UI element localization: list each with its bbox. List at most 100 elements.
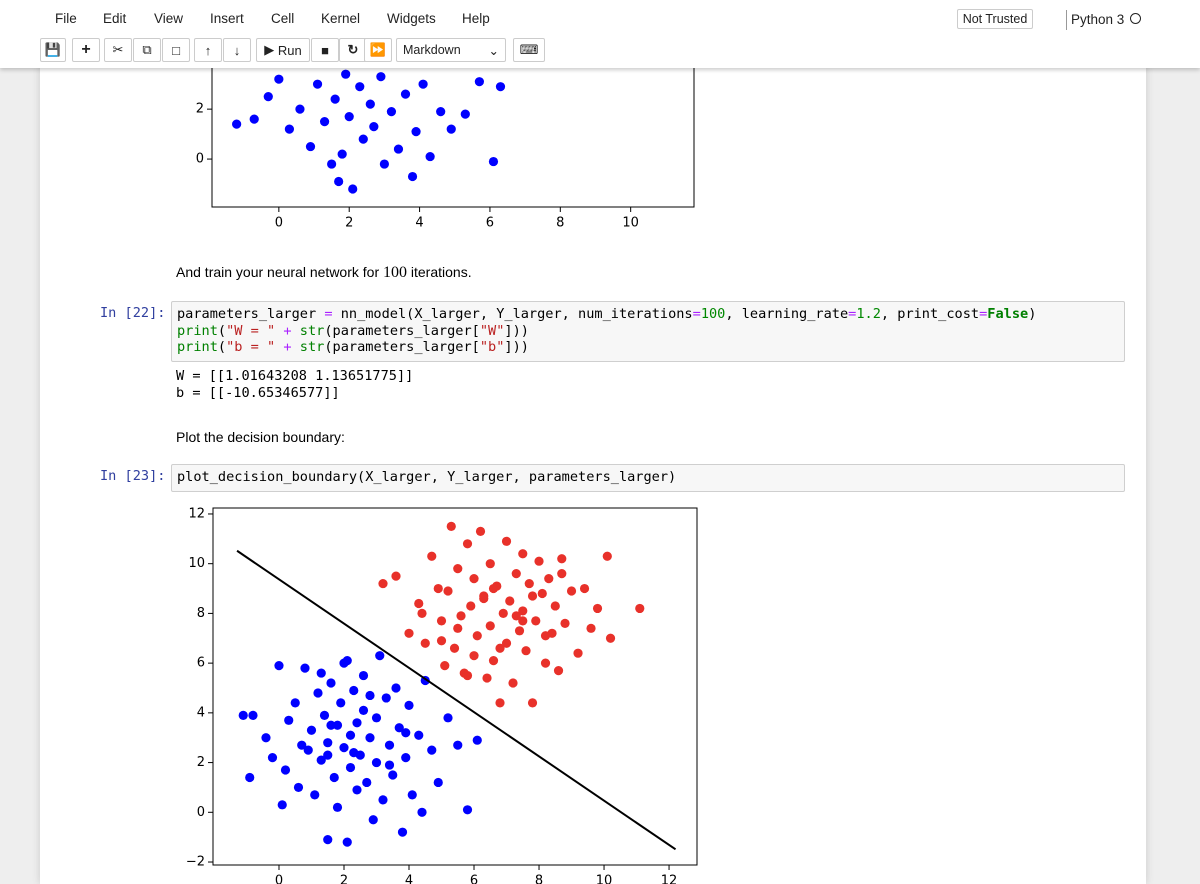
point <box>462 805 473 815</box>
menu-item[interactable]: File <box>55 11 77 26</box>
menu-item[interactable]: View <box>154 11 184 26</box>
point <box>248 710 258 720</box>
point <box>245 772 255 783</box>
x-tick-label: 6 <box>470 874 478 884</box>
menu-item[interactable]: Edit <box>103 11 127 26</box>
menu-item[interactable]: Insert <box>210 11 244 26</box>
point <box>337 149 347 159</box>
code-token: + <box>283 339 292 355</box>
prompt: In [23]: <box>100 468 166 484</box>
point <box>417 608 427 619</box>
save-button[interactable]: 💾 <box>40 38 66 62</box>
code-token: str <box>299 339 325 355</box>
point <box>401 728 411 738</box>
paste-button[interactable]: □ <box>162 38 190 62</box>
point <box>433 583 443 594</box>
point <box>332 802 343 812</box>
point <box>501 638 512 648</box>
code-token: (parameters_larger[ <box>324 322 480 339</box>
point <box>329 772 339 783</box>
menu-item[interactable]: Widgets <box>387 11 436 26</box>
keyboard-button[interactable]: ⌨ <box>513 38 545 62</box>
y-tick-label: 0 <box>197 805 205 820</box>
point <box>330 94 340 104</box>
point <box>358 134 368 144</box>
markdown-cell: And train your neural network for 100 it… <box>176 264 472 282</box>
point <box>274 74 284 84</box>
point <box>388 770 398 780</box>
code-token: 100 <box>700 306 726 322</box>
point <box>404 700 414 710</box>
point <box>453 564 463 574</box>
point <box>371 713 382 723</box>
point <box>391 571 401 581</box>
point <box>326 678 336 688</box>
point <box>378 795 388 805</box>
point <box>518 549 528 559</box>
code-token: = <box>324 306 333 322</box>
code-line: print("b = " + str(parameters_larger["b"… <box>177 339 529 355</box>
code-line: print("W = " + str(parameters_larger["W"… <box>177 323 529 339</box>
restart-button[interactable]: ↻ <box>339 38 367 62</box>
x-tick-label: 0 <box>275 216 283 231</box>
y-tick-label: 2 <box>197 755 205 770</box>
code-cell[interactable]: parameters_larger = nn_model(X_larger, Y… <box>171 301 1125 362</box>
code-token <box>292 323 300 339</box>
point <box>514 626 525 636</box>
point <box>319 117 330 127</box>
point <box>293 782 304 793</box>
point <box>277 800 287 810</box>
point <box>531 616 541 626</box>
point <box>443 586 453 596</box>
y-tick-label: 10 <box>188 556 205 571</box>
point <box>384 740 395 750</box>
point <box>348 184 358 194</box>
menu-item[interactable]: Help <box>462 11 490 26</box>
point <box>446 521 456 531</box>
point <box>336 698 346 708</box>
point <box>425 151 435 162</box>
point <box>495 643 505 653</box>
run-button[interactable]: ▶ Run <box>256 38 310 62</box>
y-tick-label: 8 <box>197 606 205 621</box>
point <box>349 748 359 758</box>
code-token: ) <box>1028 306 1037 322</box>
point <box>453 623 463 633</box>
code-token: = <box>692 306 701 322</box>
code-cell[interactable]: plot_decision_boundary(X_larger, Y_large… <box>171 464 1125 492</box>
code-token: 1.2 <box>856 306 881 322</box>
point <box>375 651 385 661</box>
point <box>495 82 506 92</box>
point <box>427 551 437 561</box>
point <box>303 745 313 755</box>
output-line: W = [[1.01643208 1.13651775]] <box>176 368 414 384</box>
point <box>368 815 378 825</box>
add-button[interactable]: + <box>72 38 100 62</box>
menu-item[interactable]: Cell <box>271 11 295 26</box>
move-down-button[interactable]: ↓ <box>223 38 251 62</box>
code-token: = <box>848 306 857 322</box>
point <box>411 127 421 137</box>
point <box>518 606 528 616</box>
stop-button[interactable]: ■ <box>311 38 339 62</box>
point <box>586 623 596 633</box>
point <box>475 526 486 536</box>
trust-indicator[interactable]: Not Trusted <box>957 9 1033 29</box>
copy-button[interactable]: ⧉ <box>133 38 161 62</box>
cut-button[interactable]: ✂ <box>104 38 132 62</box>
x-tick-label: 10 <box>622 216 639 231</box>
header: File Edit View Insert Cell Kernel Widgets Help … <box>0 0 1200 68</box>
code-token: ])) <box>504 322 529 339</box>
cell-type-select[interactable]: Markdown ⌄ <box>396 38 506 62</box>
point <box>485 559 495 569</box>
menu-item[interactable]: Kernel <box>321 11 361 26</box>
point <box>550 601 560 611</box>
point <box>345 730 356 740</box>
run-all-button[interactable]: ⏩ <box>364 38 392 62</box>
run-icon: ▶ <box>264 42 278 57</box>
point <box>453 740 463 750</box>
move-up-button[interactable]: ↑ <box>194 38 222 62</box>
code-token: ( <box>217 322 227 339</box>
point <box>379 159 389 169</box>
point <box>527 698 538 708</box>
